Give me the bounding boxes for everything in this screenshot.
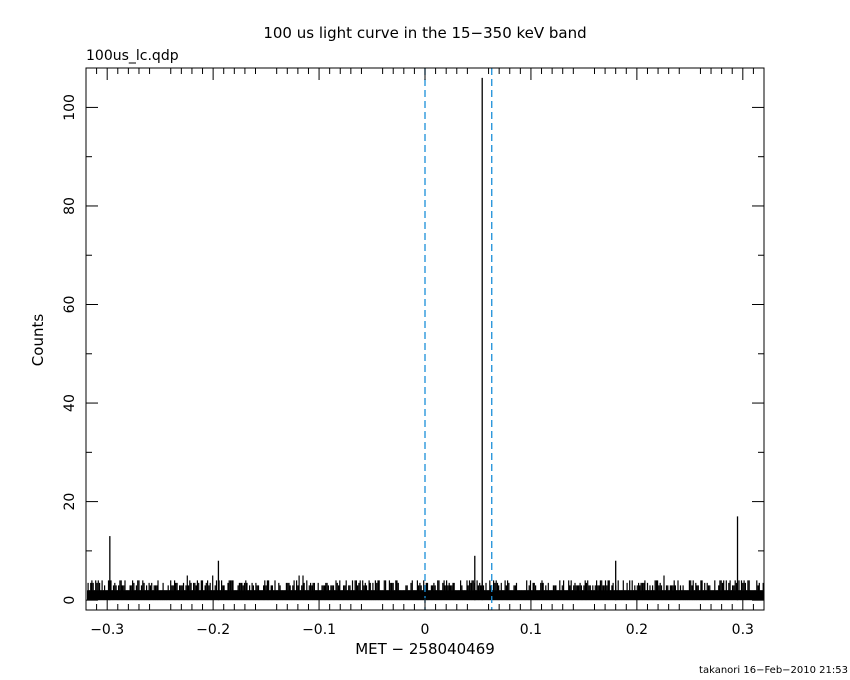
x-axis-ticks: −0.3 −0.2 −0.1 0 0.1 0.2 0.3 bbox=[85, 68, 765, 638]
reference-lines bbox=[424, 68, 493, 610]
x-tick-label: −0.2 bbox=[196, 622, 230, 638]
x-tick-label: 0.1 bbox=[520, 622, 542, 638]
y-tick-label: 20 bbox=[62, 493, 78, 511]
y-tick-label: 40 bbox=[62, 394, 78, 412]
y-tick-label: 0 bbox=[62, 596, 78, 605]
chart-title: 100 us light curve in the 15−350 keV ban… bbox=[263, 24, 586, 42]
y-axis-ticks: 0 20 40 60 80 100 bbox=[62, 94, 764, 605]
y-tick-label: 80 bbox=[62, 197, 78, 215]
y-tick-label: 60 bbox=[62, 296, 78, 314]
x-axis-label: MET − 258040469 bbox=[355, 640, 495, 658]
light-curve-baseline bbox=[87, 590, 763, 601]
x-tick-label: 0.2 bbox=[626, 622, 648, 638]
y-axis-label: Counts bbox=[29, 314, 47, 367]
chart-subtitle: 100us_lc.qdp bbox=[86, 48, 179, 64]
data-layer bbox=[87, 77, 764, 601]
x-tick-label: −0.3 bbox=[90, 622, 124, 638]
footer-timestamp: takanori 16−Feb−2010 21:53 bbox=[699, 665, 848, 676]
y-tick-label: 100 bbox=[62, 94, 78, 121]
x-tick-label: 0.3 bbox=[732, 622, 754, 638]
x-tick-label: 0 bbox=[421, 622, 430, 638]
x-tick-label: −0.1 bbox=[302, 622, 336, 638]
